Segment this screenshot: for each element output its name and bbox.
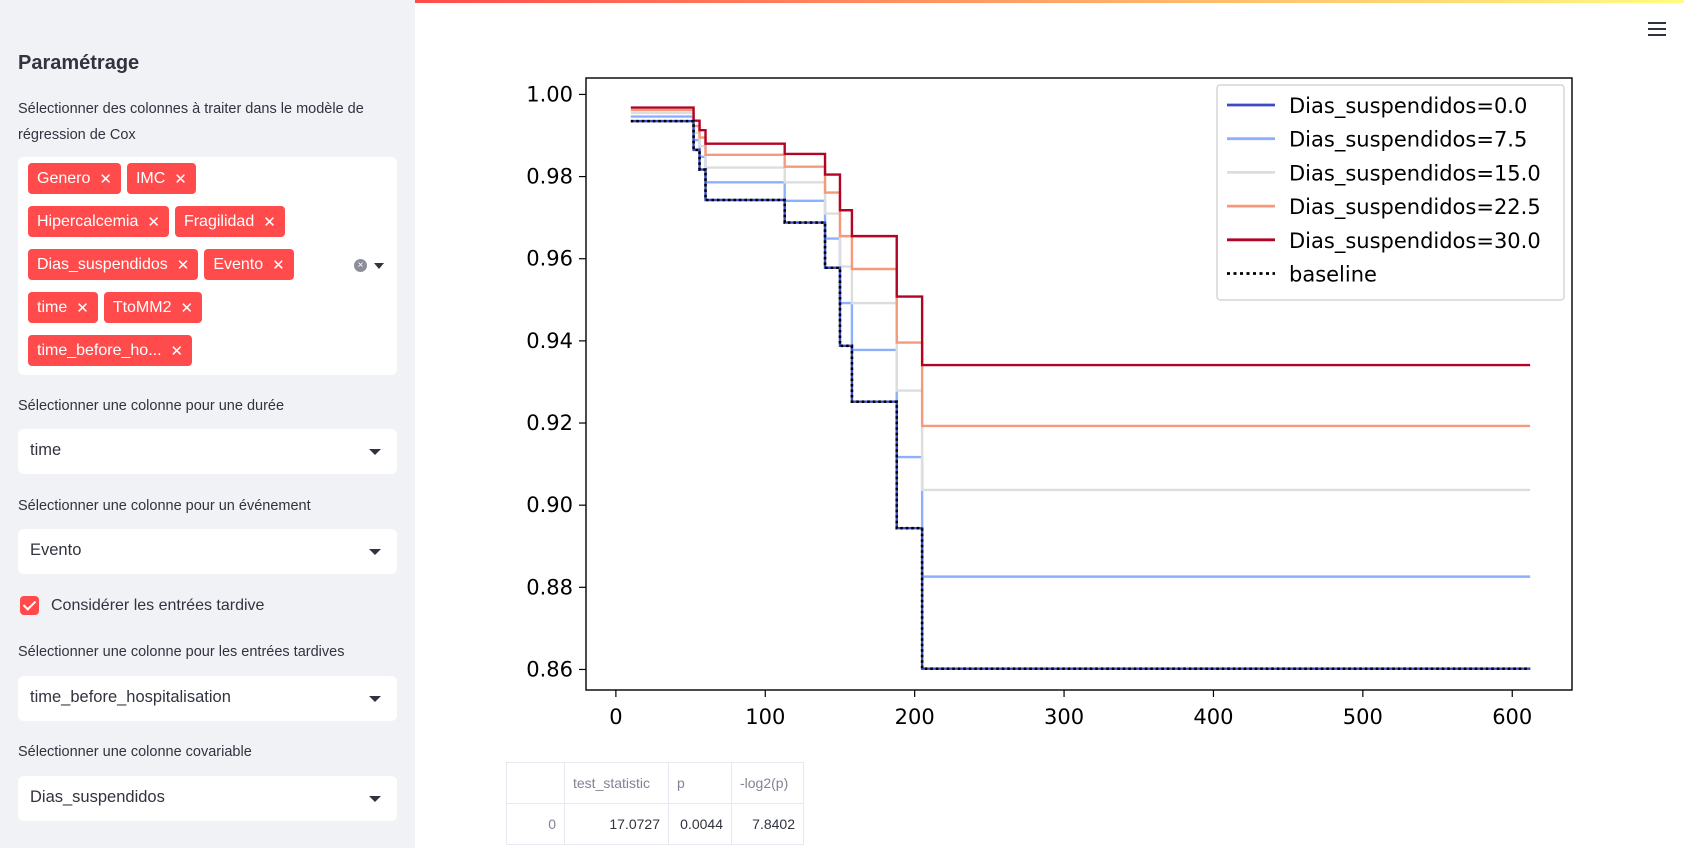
legend-label: Dias_suspendidos=30.0 xyxy=(1289,229,1541,254)
chip-label: Fragilidad xyxy=(183,212,255,230)
sidebar: Paramétrage Sélectionner des colonnes à … xyxy=(0,0,415,848)
column-chip[interactable]: time ✕ xyxy=(28,292,98,323)
duration-label: Sélectionner une colonne pour une durée xyxy=(18,398,285,414)
column-chip[interactable]: Hipercalcemia ✕ xyxy=(28,206,169,237)
y-tick-label: 0.94 xyxy=(526,329,573,353)
column-chip[interactable]: Dias_suspendidos ✕ xyxy=(28,249,199,280)
y-tick-label: 0.96 xyxy=(526,247,573,271)
y-tick-label: 0.92 xyxy=(526,411,573,435)
remove-chip-icon[interactable]: ✕ xyxy=(170,342,184,360)
legend-label: Dias_suspendidos=15.0 xyxy=(1289,161,1541,186)
legend-label: Dias_suspendidos=22.5 xyxy=(1289,195,1541,220)
late-entries-checkbox-row[interactable]: Considérer les entrées tardive xyxy=(20,596,264,615)
chip-label: Hipercalcemia xyxy=(37,212,139,230)
late-entries-checkbox-label: Considérer les entrées tardive xyxy=(51,596,265,614)
results-table: test_statistic p -log2(p) 0 17.0727 0.00… xyxy=(506,762,804,845)
x-tick-label: 200 xyxy=(895,705,935,729)
x-tick-label: 0 xyxy=(609,705,622,729)
y-tick-label: 1.00 xyxy=(526,82,573,106)
column-chip[interactable]: time_before_ho... ✕ xyxy=(28,335,193,366)
series-line xyxy=(630,119,1531,670)
y-tick-label: 0.88 xyxy=(526,575,573,599)
x-tick-label: 400 xyxy=(1193,705,1233,729)
columns-label: Sélectionner des colonnes à traiter dans… xyxy=(18,101,364,143)
chevron-down-icon xyxy=(369,796,381,802)
selected-columns-chips: Genero ✕ IMC ✕ Hipercalcemia ✕ Fragilidad ✕ Dias… xyxy=(28,163,348,378)
column-chip[interactable]: IMC ✕ xyxy=(126,163,196,194)
event-select[interactable]: Evento xyxy=(18,529,397,574)
table-row: 0 17.0727 0.0044 7.8402 xyxy=(506,803,804,845)
column-chip[interactable]: Genero ✕ xyxy=(28,163,121,194)
legend-label: Dias_suspendidos=7.5 xyxy=(1289,128,1527,153)
table-header: p xyxy=(668,762,732,804)
late-entries-label: Sélectionner une colonne pour les entrée… xyxy=(18,644,345,660)
clear-all-icon[interactable]: × xyxy=(354,259,367,272)
chevron-down-icon xyxy=(369,449,381,455)
chip-label: time xyxy=(37,298,68,316)
remove-chip-icon[interactable]: ✕ xyxy=(176,256,190,274)
remove-chip-icon[interactable]: ✕ xyxy=(263,213,276,231)
legend-label: Dias_suspendidos=0.0 xyxy=(1289,94,1527,119)
survival-chart: 0 100 200 300 400 500 600 0.86 0.88 0.90 0.92 0.94 0… xyxy=(526,77,1573,729)
x-tick-label: 500 xyxy=(1343,705,1383,729)
x-tick-label: 100 xyxy=(745,705,785,729)
duration-select-value: time xyxy=(30,441,62,459)
y-tick-label: 0.90 xyxy=(526,493,573,517)
remove-chip-icon[interactable]: ✕ xyxy=(99,170,112,188)
table-cell: 7.8402 xyxy=(731,803,804,845)
column-chip[interactable]: Evento ✕ xyxy=(204,249,294,280)
covariate-select[interactable]: Dias_suspendidos xyxy=(18,776,397,821)
table-cell: 17.0727 xyxy=(564,803,669,845)
x-tick-label: 600 xyxy=(1492,705,1532,729)
top-decoration-bar xyxy=(415,0,1684,3)
chip-label: time_before_ho... xyxy=(37,341,162,359)
column-chip[interactable]: TtoMM2 ✕ xyxy=(103,292,203,323)
event-select-value: Evento xyxy=(30,541,82,559)
sidebar-title: Paramétrage xyxy=(18,52,140,74)
chip-label: Dias_suspendidos xyxy=(37,255,168,273)
chip-label: Genero xyxy=(37,169,91,187)
column-chip[interactable]: Fragilidad ✕ xyxy=(174,206,285,237)
table-header-row: test_statistic p -log2(p) xyxy=(506,762,804,804)
legend-box xyxy=(1216,84,1565,301)
table-cell: 0 xyxy=(506,803,565,845)
covariate-label: Sélectionner une colonne covariable xyxy=(18,744,252,760)
hamburger-menu-icon[interactable] xyxy=(1648,22,1666,36)
late-entries-select-value: time_before_hospitalisation xyxy=(30,688,231,706)
table-header xyxy=(506,762,565,804)
x-tick-label: 300 xyxy=(1044,705,1084,729)
chevron-down-icon xyxy=(369,696,381,702)
late-entries-checkbox[interactable] xyxy=(20,596,39,615)
chip-label: Evento xyxy=(213,255,264,273)
event-label: Sélectionner une colonne pour un événeme… xyxy=(18,498,311,514)
remove-chip-icon[interactable]: ✕ xyxy=(147,213,160,231)
chevron-down-icon[interactable] xyxy=(374,263,384,269)
late-entries-select[interactable]: time_before_hospitalisation xyxy=(18,676,397,721)
table-cell: 0.0044 xyxy=(668,803,732,845)
remove-chip-icon[interactable]: ✕ xyxy=(76,299,89,317)
covariate-select-value: Dias_suspendidos xyxy=(30,788,165,806)
table-header: test_statistic xyxy=(564,762,669,804)
chip-label: IMC xyxy=(135,169,166,187)
y-tick-label: 0.86 xyxy=(526,657,573,681)
columns-multiselect[interactable]: Genero ✕ IMC ✕ Hipercalcemia ✕ Fragilidad ✕ Dias… xyxy=(18,157,397,375)
duration-select[interactable]: time xyxy=(18,429,397,474)
remove-chip-icon[interactable]: ✕ xyxy=(180,299,194,317)
remove-chip-icon[interactable]: ✕ xyxy=(174,170,187,188)
y-tick-label: 0.98 xyxy=(526,165,573,189)
remove-chip-icon[interactable]: ✕ xyxy=(272,256,285,274)
legend-label: baseline xyxy=(1289,263,1377,287)
table-header: -log2(p) xyxy=(731,762,804,804)
series-line xyxy=(630,106,1531,367)
chevron-down-icon xyxy=(369,549,381,555)
chip-label: TtoMM2 xyxy=(112,298,172,316)
